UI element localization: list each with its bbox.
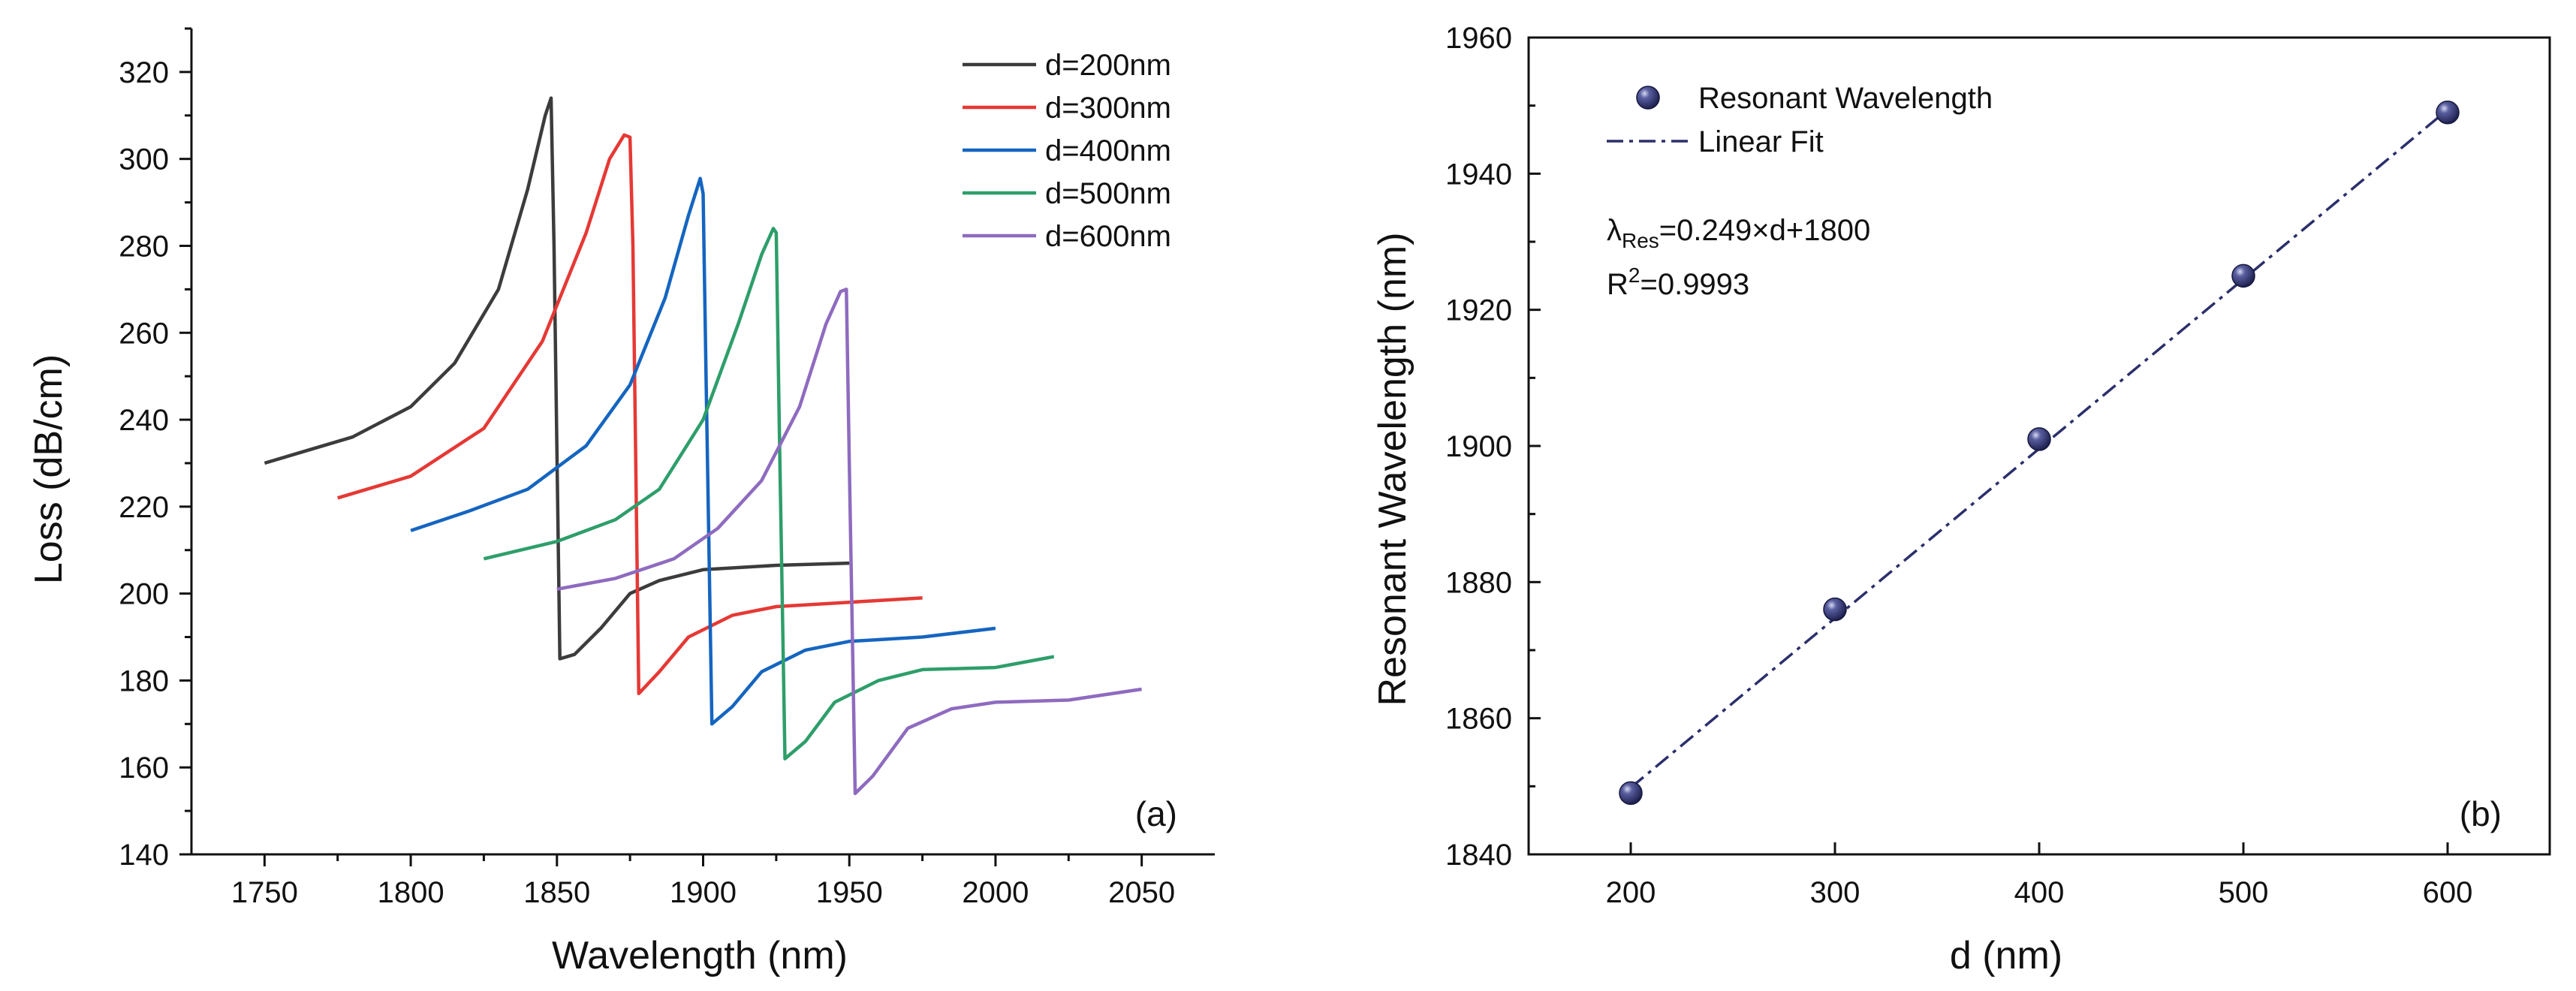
panel-b-y-tick-label: 1880 (1445, 566, 1512, 599)
panel-b-label: (b) (2460, 794, 2502, 833)
panel-a-y-tick-label: 220 (119, 491, 169, 524)
panel-b-resonance-chart: 200 300 400 500 600 1840 1860 1880 1900 1920 1940 1… (1371, 22, 2551, 977)
panel-a-y-tick-label: 160 (119, 752, 169, 785)
panel-b-y-tick-label: 1840 (1445, 839, 1512, 872)
panel-a-x-tick-label: 2050 (1108, 876, 1175, 909)
panel-a-y-axis-title: Loss (dB/cm) (27, 354, 71, 584)
panel-b-ticks: 200 300 400 500 600 1840 1860 1880 1900 1920 1940 1… (1445, 22, 2472, 909)
legend-label-resonant: Resonant Wavelength (1698, 82, 1993, 115)
panel-b-x-tick-label: 400 (2014, 876, 2065, 909)
panel-b-y-tick-label: 1920 (1445, 294, 1512, 327)
data-point (1619, 781, 1643, 806)
panel-a-y-tick-label: 140 (119, 839, 169, 872)
panel-b-r-squared: R2=0.9993 (1607, 264, 1749, 301)
legend-label: d=400nm (1045, 134, 1171, 167)
panel-b-y-tick-label: 1900 (1445, 430, 1512, 463)
series-line-d-400nm (410, 176, 996, 726)
panel-a-y-tick-label: 320 (119, 56, 169, 89)
panel-b-x-tick-label: 300 (1810, 876, 1860, 909)
series-line-d-600nm (556, 288, 1142, 796)
panel-b-y-tick-label: 1860 (1445, 703, 1512, 736)
panel-a-ticks: 1750 1800 1850 1900 1950 2000 2050 140 160 180 200… (119, 27, 1175, 909)
series-line-d-200nm (264, 96, 850, 661)
panel-b-y-tick-label: 1940 (1445, 158, 1512, 191)
panel-b-x-tick-label: 500 (2219, 876, 2269, 909)
panel-a-x-tick-label: 1900 (670, 876, 737, 909)
equation-symbol: λ (1607, 214, 1622, 247)
panel-a-x-axis-title: Wavelength (nm) (552, 934, 848, 977)
data-point (1823, 597, 1847, 622)
r2-superscript: 2 (1628, 264, 1641, 287)
data-point (2436, 100, 2460, 125)
panel-a-x-tick-label: 1950 (816, 876, 883, 909)
panel-b-x-tick-label: 200 (1606, 876, 1656, 909)
panel-a-y-tick-label: 260 (119, 317, 169, 350)
panel-b-plot-area (1619, 100, 2460, 806)
legend-label: d=200nm (1045, 49, 1171, 82)
panel-a-label: (a) (1135, 794, 1177, 833)
panel-b-y-axis-title: Resonant Wavelength (nm) (1371, 232, 1415, 706)
r2-value: =0.9993 (1640, 268, 1749, 301)
panel-a-y-tick-label: 300 (119, 143, 169, 176)
panel-a-x-tick-label: 1850 (523, 876, 590, 909)
legend-label: d=500nm (1045, 177, 1171, 210)
panel-a-x-tick-label: 2000 (962, 876, 1029, 909)
legend-marker-resonant (1636, 86, 1660, 110)
panel-a-y-tick-label: 240 (119, 404, 169, 437)
panel-b-x-axis-title: d (nm) (1950, 934, 2062, 977)
panel-a-y-tick-label: 280 (119, 230, 169, 263)
data-point (2231, 264, 2255, 288)
panel-b-equation: λRes=0.249×d+1800 (1607, 214, 1870, 252)
panel-a-loss-chart: 1750 1800 1850 1900 1950 2000 2050 140 160 180 200… (27, 27, 1215, 977)
panel-a-y-tick-label: 180 (119, 664, 169, 697)
panel-b-legend: Resonant Wavelength Linear Fit (1607, 82, 1993, 158)
r2-symbol: R (1607, 268, 1628, 301)
panel-b-x-tick-label: 600 (2423, 876, 2473, 909)
series-line-d-300nm (337, 133, 923, 696)
equation-body: =0.249×d+1800 (1659, 214, 1870, 247)
legend-label: d=600nm (1045, 220, 1171, 253)
panel-a-plot-area (264, 96, 1142, 796)
panel-a-x-tick-label: 1750 (231, 876, 298, 909)
legend-label: d=300nm (1045, 92, 1171, 125)
panel-a-y-tick-label: 200 (119, 578, 169, 611)
legend-label-fit: Linear Fit (1698, 125, 1824, 158)
panel-a-x-tick-label: 1800 (378, 876, 444, 909)
series-line-d-500nm (483, 227, 1055, 761)
data-point (2027, 427, 2051, 451)
panel-a-legend: d=200nm d=300nm d=400nm d=500nm d=600nm (963, 49, 1171, 253)
equation-subscript: Res (1622, 229, 1659, 252)
panel-b-y-tick-label: 1960 (1445, 22, 1512, 55)
